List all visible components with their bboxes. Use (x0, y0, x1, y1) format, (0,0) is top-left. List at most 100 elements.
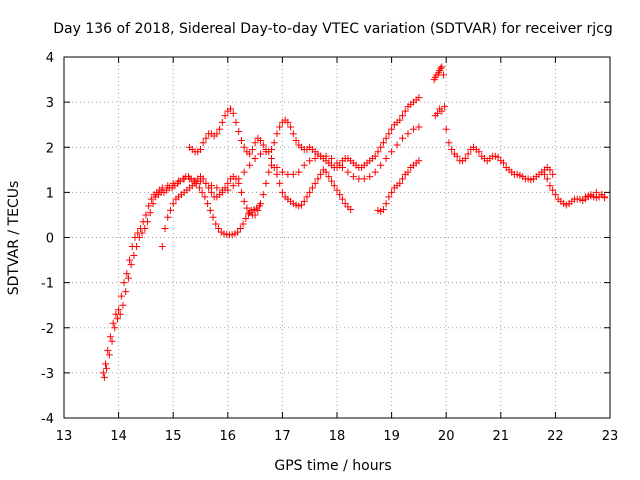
data-point (215, 224, 223, 232)
data-point (333, 186, 341, 194)
data-point (115, 306, 123, 314)
data-point (146, 209, 154, 217)
data-point (147, 195, 155, 203)
data-point (295, 168, 303, 176)
data-point (360, 175, 368, 183)
data-point (442, 125, 450, 133)
data-point (236, 224, 244, 232)
data-point (257, 136, 265, 144)
data-point (415, 94, 423, 102)
data-point (235, 127, 243, 135)
data-point (120, 279, 128, 287)
data-point (145, 202, 153, 210)
data-point (213, 130, 221, 138)
data-point (149, 200, 157, 208)
data-point (195, 184, 203, 192)
data-point (371, 168, 379, 176)
data-point (243, 204, 251, 212)
data-point (322, 168, 330, 176)
x-tick-label: 19 (383, 429, 400, 444)
data-point (141, 224, 149, 232)
data-point (133, 243, 141, 251)
data-point (218, 188, 226, 196)
data-point (99, 369, 107, 377)
data-point (439, 71, 447, 79)
y-tick-label: 0 (46, 232, 54, 247)
data-point (276, 123, 284, 131)
data-point (546, 182, 554, 190)
data-point (105, 351, 113, 359)
data-point (127, 261, 135, 269)
data-point (101, 360, 109, 368)
data-point (246, 150, 254, 158)
data-point (191, 179, 199, 187)
data-point (330, 182, 338, 190)
data-point (546, 166, 554, 174)
data-point (379, 206, 387, 214)
x-tick-label: 15 (165, 429, 182, 444)
data-point (453, 152, 461, 160)
data-point (404, 130, 412, 138)
data-point (246, 161, 254, 169)
data-point (224, 179, 232, 187)
data-point (494, 153, 502, 161)
data-point (371, 152, 379, 160)
grid (64, 57, 610, 418)
data-point (138, 229, 146, 237)
data-point (108, 337, 116, 345)
x-tick-label: 13 (56, 429, 73, 444)
data-point (461, 155, 469, 163)
data-point (205, 184, 213, 192)
y-tick-label: -1 (41, 277, 54, 292)
data-point (270, 139, 278, 147)
data-point (198, 188, 206, 196)
data-point (379, 139, 387, 147)
data-point (298, 201, 306, 209)
x-tick-label: 20 (438, 429, 455, 444)
series-track-4 (186, 94, 423, 172)
data-point (448, 146, 456, 154)
data-point (206, 206, 214, 214)
data-point (104, 346, 112, 354)
data-point (169, 200, 177, 208)
data-point (388, 148, 396, 156)
data-point (158, 243, 166, 251)
data-point (248, 146, 256, 154)
data-point (409, 125, 417, 133)
data-point (587, 191, 595, 199)
data-point (199, 175, 207, 183)
data-point (273, 130, 281, 138)
data-point (284, 118, 292, 126)
data-point (388, 188, 396, 196)
data-point (399, 112, 407, 120)
data-point (257, 200, 265, 208)
series-track-3 (158, 161, 355, 251)
series-track-7 (431, 105, 609, 202)
data-point (500, 159, 508, 167)
data-point (232, 175, 240, 183)
data-point (199, 139, 207, 147)
data-point (117, 292, 125, 300)
data-point (404, 168, 412, 176)
data-point (441, 103, 449, 111)
data-point (240, 143, 248, 151)
data-point (438, 63, 446, 71)
data-points (99, 63, 609, 381)
data-point (382, 134, 390, 142)
data-point (445, 139, 453, 147)
data-point (338, 195, 346, 203)
data-point (306, 188, 314, 196)
data-point (347, 206, 355, 214)
data-point (377, 161, 385, 169)
data-point (257, 150, 265, 158)
data-point (251, 139, 259, 147)
y-axis-label: SDTVAR / TECUs (6, 181, 22, 296)
x-axis-label: GPS time / hours (274, 458, 391, 474)
y-tick-label: -3 (41, 367, 54, 382)
data-point (396, 179, 404, 187)
data-point (234, 228, 242, 236)
data-point (111, 324, 119, 332)
data-point (308, 184, 316, 192)
data-point (328, 155, 336, 163)
data-point (114, 315, 122, 323)
